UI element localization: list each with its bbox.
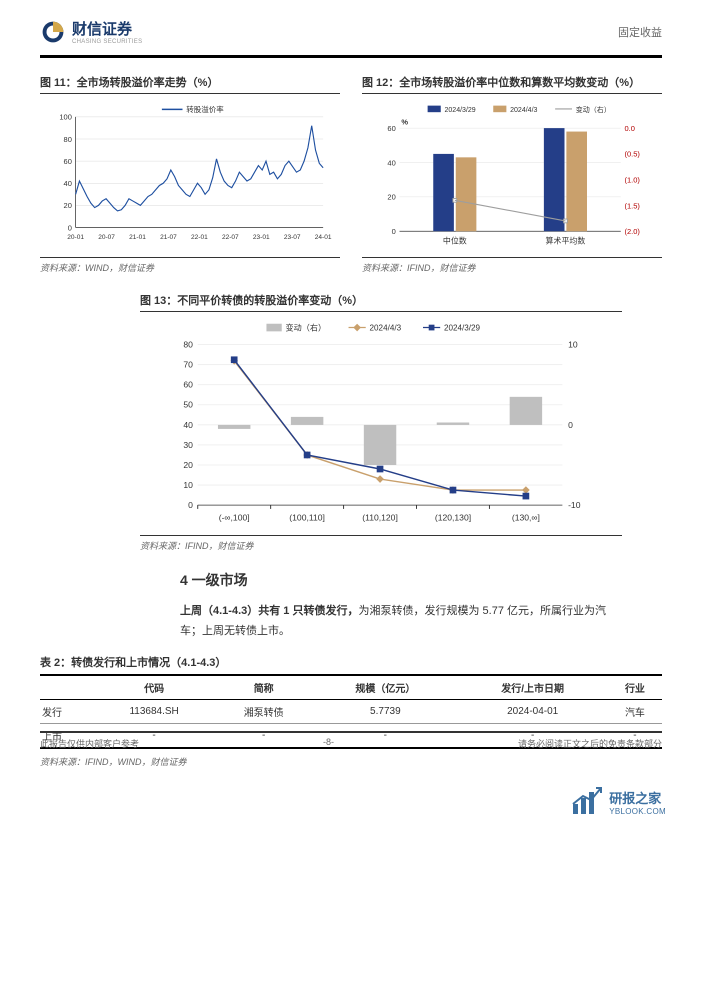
- table-header: [40, 675, 94, 700]
- table-header: 行业: [608, 675, 662, 700]
- logo-icon: [40, 19, 66, 45]
- fig11-chart: 转股溢价率 0 20 40 60 80 100 20-01 20-07 21-01 21-07 22-…: [40, 100, 340, 250]
- svg-text:0: 0: [68, 223, 72, 232]
- svg-text:(0.5): (0.5): [625, 150, 641, 159]
- svg-text:21-01: 21-01: [129, 234, 146, 241]
- figure-13: 图 13：不同平价转债的转股溢价率变动（%） 变动（右） 2024/4/3 2024…: [140, 292, 622, 552]
- table-header: 发行/上市日期: [457, 675, 607, 700]
- svg-text:(-∞,100]: (-∞,100]: [219, 512, 250, 522]
- svg-text:2024/4/3: 2024/4/3: [510, 107, 537, 114]
- svg-text:20-01: 20-01: [67, 234, 84, 241]
- company-name-ch: 财信证券: [72, 18, 142, 39]
- table-row: 发行113684.SH湘泵转债5.77392024-04-01汽车: [40, 699, 662, 723]
- table-header: 代码: [94, 675, 214, 700]
- svg-text:70: 70: [183, 360, 193, 370]
- svg-text:(1.5): (1.5): [625, 201, 641, 210]
- table-header: 简称: [214, 675, 313, 700]
- logo: 财信证券 CHASING SECURITIES: [40, 18, 142, 45]
- svg-text:(2.0): (2.0): [625, 227, 641, 236]
- fig12-source: 资料来源：IFIND，财信证券: [362, 257, 662, 274]
- svg-text:2024/4/3: 2024/4/3: [370, 323, 402, 332]
- page-footer: 此报告仅供内部客户参考 -8- 请务必阅读正文之后的免责条款部分: [40, 731, 662, 750]
- company-name-en: CHASING SECURITIES: [72, 39, 142, 45]
- fig12-title: 图 12：全市场转股溢价率中位数和算数平均数变动（%）: [362, 74, 662, 94]
- svg-text:80: 80: [64, 135, 72, 144]
- svg-text:20: 20: [183, 460, 193, 470]
- svg-text:(130,∞]: (130,∞]: [512, 512, 540, 522]
- svg-text:转股溢价率: 转股溢价率: [186, 104, 224, 114]
- svg-text:40: 40: [183, 420, 193, 430]
- watermark-icon: [571, 786, 605, 816]
- svg-text:40: 40: [64, 179, 72, 188]
- svg-text:60: 60: [183, 380, 193, 390]
- svg-text:60: 60: [64, 157, 72, 166]
- svg-text:变动（右）: 变动（右）: [286, 322, 327, 332]
- figure-11: 图 11：全市场转股溢价率走势（%） 转股溢价率 0 20 40 60 80 100 20-0…: [40, 74, 340, 274]
- section-4-heading: 4 一级市场: [180, 570, 662, 590]
- svg-text:22-01: 22-01: [191, 234, 208, 241]
- watermark-url: YBLOOK.COM: [609, 807, 666, 816]
- svg-text:-10: -10: [568, 500, 581, 510]
- footer-right: 请务必阅读正文之后的免责条款部分: [518, 737, 662, 750]
- svg-text:(120,130]: (120,130]: [435, 512, 471, 522]
- svg-text:10: 10: [183, 480, 193, 490]
- svg-text:0: 0: [188, 500, 193, 510]
- svg-text:(110,120]: (110,120]: [362, 512, 398, 522]
- fig13-source: 资料来源：IFIND，财信证券: [140, 535, 622, 552]
- figure-12: 图 12：全市场转股溢价率中位数和算数平均数变动（%） 2024/3/29202…: [362, 74, 662, 274]
- table-2-source: 资料来源：IFIND，WIND，财信证券: [40, 753, 662, 768]
- svg-text:10: 10: [568, 340, 578, 350]
- svg-text:变动（右）: 变动（右）: [576, 105, 611, 114]
- svg-text:23-01: 23-01: [253, 234, 270, 241]
- svg-text:21-07: 21-07: [160, 234, 177, 241]
- svg-text:0: 0: [392, 227, 396, 236]
- svg-text:(100,110]: (100,110]: [289, 512, 325, 522]
- svg-text:30: 30: [183, 440, 193, 450]
- svg-text:(1.0): (1.0): [625, 176, 641, 185]
- watermark: 研报之家 YBLOOK.COM: [571, 786, 666, 816]
- svg-text:20-07: 20-07: [98, 234, 115, 241]
- footer-left: 此报告仅供内部客户参考: [40, 737, 139, 750]
- svg-text:算术平均数: 算术平均数: [546, 235, 586, 245]
- doc-category: 固定收益: [618, 24, 662, 40]
- svg-text:50: 50: [183, 400, 193, 410]
- svg-text:20: 20: [387, 193, 395, 202]
- svg-text:2024/3/29: 2024/3/29: [445, 107, 476, 114]
- fig13-title: 图 13：不同平价转债的转股溢价率变动（%）: [140, 292, 622, 312]
- svg-text:100: 100: [59, 113, 72, 122]
- fig11-source: 资料来源：WIND，财信证券: [40, 257, 340, 274]
- page-header: 财信证券 CHASING SECURITIES 固定收益: [40, 18, 662, 51]
- svg-text:60: 60: [387, 124, 395, 133]
- svg-text:80: 80: [183, 340, 193, 350]
- fig11-title: 图 11：全市场转股溢价率走势（%）: [40, 74, 340, 94]
- table-header: 规模（亿元）: [313, 675, 457, 700]
- svg-text:20: 20: [64, 201, 72, 210]
- header-divider: [40, 55, 662, 58]
- svg-text:23-07: 23-07: [284, 234, 301, 241]
- fig12-chart: 2024/3/29 2024/4/3 变动（右）% 0 20 40 60 (2.0) (1.5)…: [362, 100, 662, 250]
- footer-page: -8-: [323, 737, 334, 750]
- svg-text:2024/3/29: 2024/3/29: [444, 323, 481, 332]
- fig13-chart: 变动（右） 2024/4/3 2024/3/29 0 10 20 30 40 50 60 70 80 -…: [140, 318, 622, 528]
- section-4-body: 上周（4.1-4.3）共有 1 只转债发行，为湘泵转债，发行规模为 5.77 亿…: [180, 602, 662, 642]
- svg-text:40: 40: [387, 158, 395, 167]
- svg-text:22-07: 22-07: [222, 234, 239, 241]
- svg-text:%: %: [401, 117, 408, 126]
- svg-text:24-01: 24-01: [315, 234, 332, 241]
- svg-text:0.0: 0.0: [625, 124, 635, 133]
- svg-text:中位数: 中位数: [443, 235, 467, 245]
- watermark-text-ch: 研报之家: [609, 788, 666, 807]
- svg-text:0: 0: [568, 420, 573, 430]
- table-2-title: 表 2：转债发行和上市情况（4.1-4.3）: [40, 654, 662, 670]
